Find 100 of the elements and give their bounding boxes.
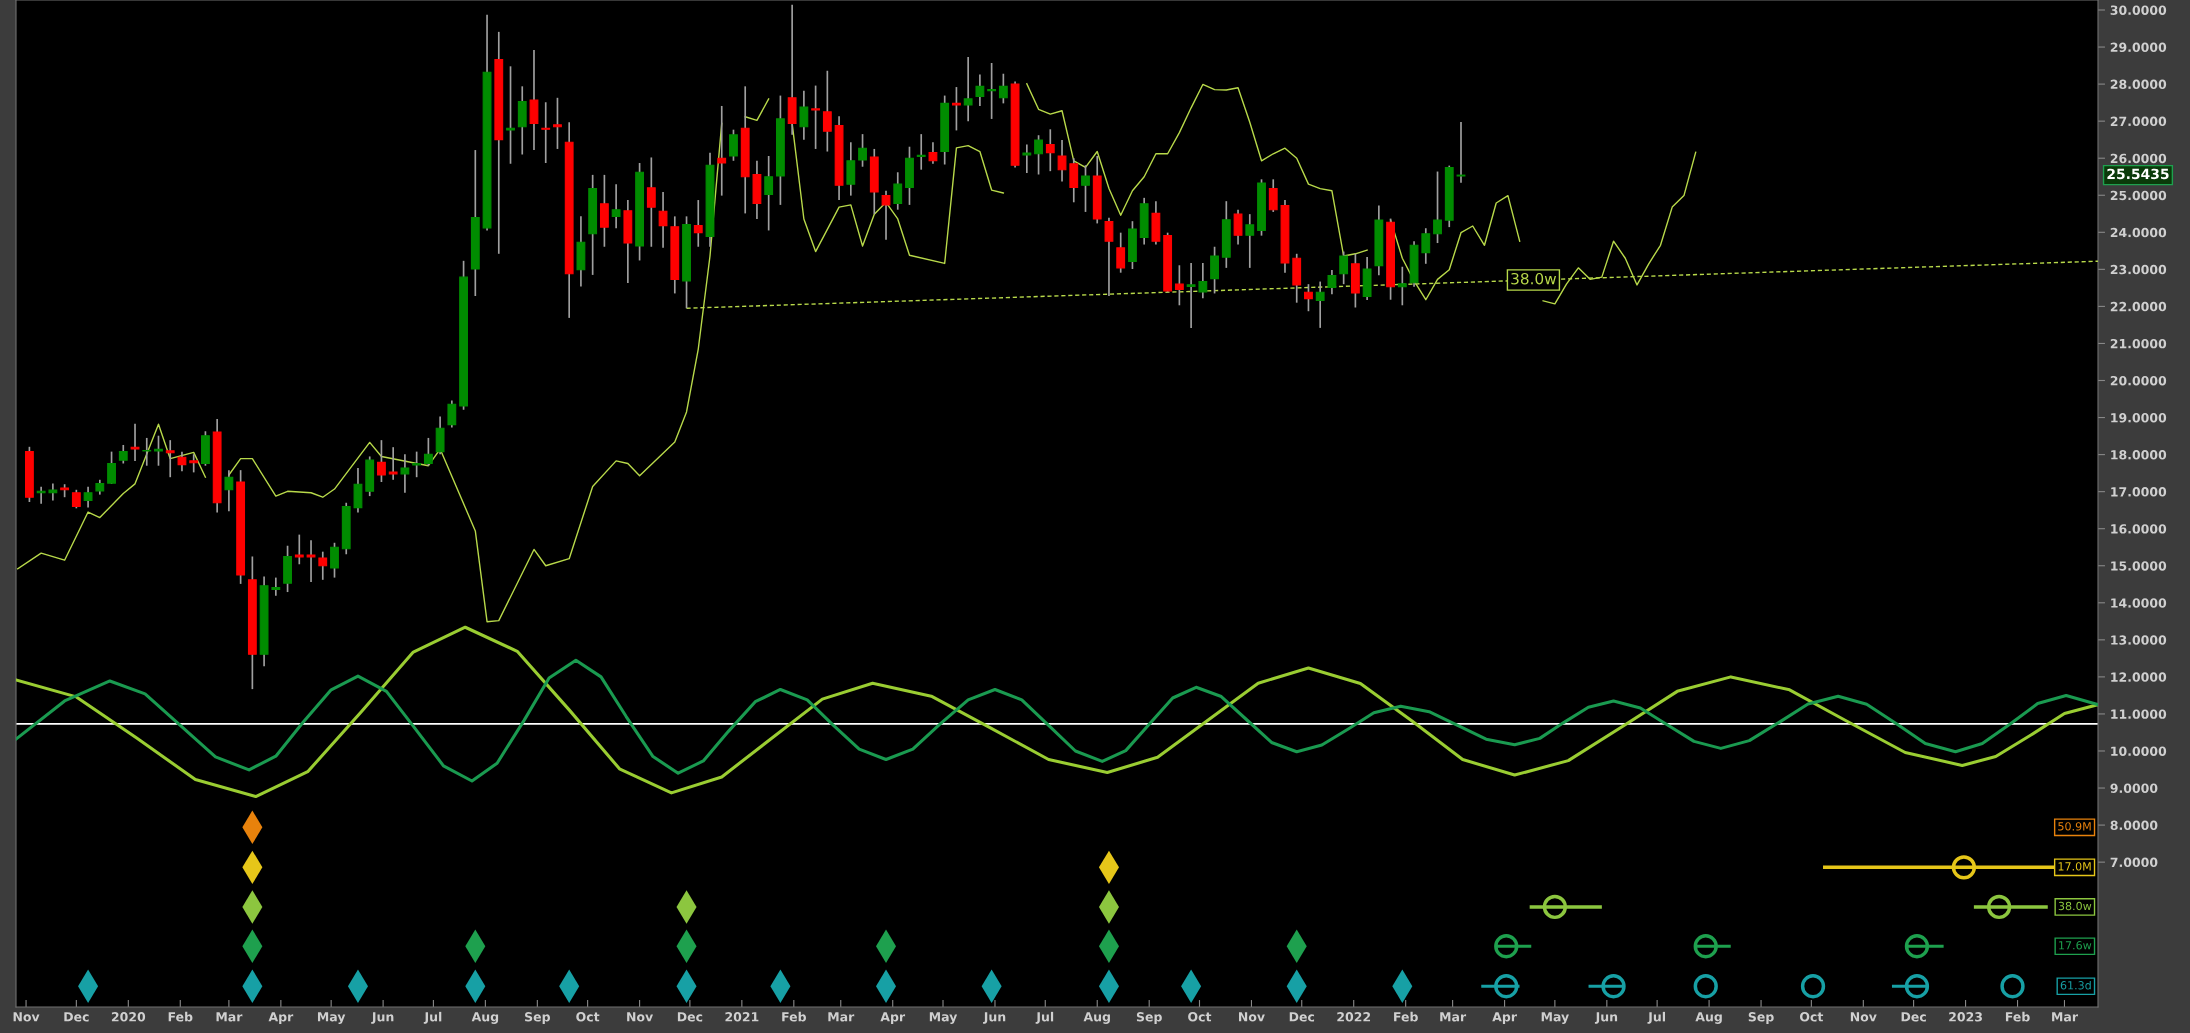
- y-tick-label: 30.0000: [2110, 5, 2167, 15]
- candlestick: [1198, 262, 1208, 300]
- candlestick: [1315, 280, 1325, 329]
- candlestick: [987, 62, 997, 120]
- y-tick-label: 9.0000: [2110, 783, 2158, 793]
- y-tick-label: 7.0000: [2110, 857, 2158, 868]
- candlestick: [541, 101, 551, 164]
- candlestick: [447, 399, 457, 429]
- x-tick-label: Jun: [371, 1012, 394, 1024]
- candlestick: [1116, 231, 1126, 274]
- text: 61.3d: [2060, 980, 2091, 990]
- candlestick: [529, 49, 539, 151]
- x-tick-label: Sep: [1748, 1012, 1774, 1024]
- candlestick: [881, 189, 891, 241]
- candlestick: [142, 437, 152, 467]
- x-tick-label: Sep: [1136, 1012, 1162, 1024]
- candlestick: [400, 453, 410, 494]
- x-tick-label: 2021: [725, 1012, 759, 1022]
- candlestick: [118, 444, 128, 465]
- x-tick-label: Apr: [1492, 1012, 1517, 1024]
- candlestick: [388, 446, 398, 481]
- x-tick-label: Mar: [216, 1012, 243, 1022]
- y-tick-label: 28.0000: [2110, 79, 2167, 90]
- point: [1904, 934, 1930, 959]
- y-tick-label: 15.0000: [2111, 561, 2167, 571]
- y-tick-label: 17.0000: [2111, 487, 2167, 497]
- candlestick: [353, 467, 363, 514]
- candlestick: [1456, 121, 1466, 184]
- x-tick-label: Apr: [880, 1012, 906, 1024]
- x-tick-label: May: [317, 1012, 346, 1024]
- x-tick-label: Jun: [1594, 1012, 1618, 1024]
- candlestick: [811, 84, 821, 150]
- candlestick: [1327, 269, 1337, 296]
- candlestick: [294, 533, 304, 566]
- candlestick: [130, 423, 140, 462]
- candlestick: [1268, 178, 1278, 213]
- candlestick: [1069, 157, 1079, 204]
- candlestick: [177, 450, 187, 473]
- x-tick-label: Jul: [1035, 1011, 1054, 1024]
- candlestick: [1233, 208, 1243, 246]
- candlestick: [729, 128, 738, 162]
- candlestick: [1034, 134, 1043, 176]
- x-tick-label: Feb: [1394, 1011, 1418, 1022]
- y-tick-label: 24.0000: [2110, 227, 2167, 238]
- x-tick-label: May: [1541, 1012, 1569, 1024]
- x-tick-label: Nov: [1850, 1012, 1877, 1022]
- candlestick: [717, 105, 727, 197]
- candlestick: [599, 174, 609, 248]
- y-tick-label: 22.0000: [2110, 301, 2167, 312]
- line-series: [16, 658, 2098, 783]
- candlestick: [1245, 213, 1255, 269]
- point: [1986, 894, 2012, 920]
- candlestick: [435, 415, 445, 456]
- candlestick: [646, 156, 656, 248]
- text: 17.6w: [2059, 941, 2092, 950]
- y-tick-label: 13.0000: [2111, 635, 2167, 645]
- x-tick-label: Mar: [2052, 1012, 2078, 1022]
- candlestick: [1421, 227, 1431, 265]
- x-tick-label: Dec: [1901, 1012, 1926, 1022]
- point: [1693, 974, 1718, 999]
- candlestick: [975, 73, 985, 107]
- point: [1693, 934, 1718, 959]
- candlestick: [330, 541, 339, 579]
- candlestick: [611, 183, 621, 230]
- point: [1951, 855, 1977, 880]
- point: [1800, 974, 1826, 999]
- candlestick: [858, 133, 867, 168]
- y-tick-label: 21.0000: [2110, 338, 2167, 349]
- x-tick-label: 2022: [1337, 1012, 1371, 1022]
- candlestick: [928, 141, 938, 165]
- point: [1494, 934, 1519, 959]
- candlestick: [506, 65, 515, 165]
- candlestick: [154, 434, 163, 467]
- x-tick-label: Jul: [1647, 1011, 1665, 1024]
- y-tick-label: 27.0000: [2110, 116, 2167, 127]
- x-tick-label: Nov: [627, 1012, 654, 1022]
- x-tick-label: Feb: [168, 1011, 193, 1022]
- x-tick-label: 2020: [111, 1012, 146, 1022]
- point: [1904, 974, 1930, 999]
- candlestick: [271, 576, 281, 597]
- y-tick-label: 8.0000: [2110, 820, 2158, 831]
- x-tick-label: Nov: [1239, 1012, 1265, 1022]
- y-tick-label: 16.0000: [2111, 524, 2167, 534]
- candlestick: [693, 199, 703, 248]
- candlestick: [83, 485, 93, 509]
- x-tick-label: Dec: [64, 1012, 89, 1022]
- candlestick: [412, 450, 422, 479]
- y-tick-label: 11.0000: [2111, 709, 2167, 719]
- candlestick: [1057, 139, 1067, 183]
- x-tick-label: Mar: [828, 1012, 855, 1022]
- x-tick-label: Oct: [576, 1012, 600, 1022]
- x-tick-label: Jun: [983, 1012, 1006, 1024]
- candlestick: [165, 439, 175, 479]
- candlestick: [1339, 250, 1349, 286]
- x-tick-label: Feb: [2005, 1011, 2030, 1022]
- candlestick: [1174, 264, 1184, 307]
- x-tick-label: Mar: [1440, 1012, 1467, 1022]
- x-tick-label: 2023: [1949, 1012, 1982, 1022]
- x-tick-label: Sep: [525, 1012, 550, 1024]
- x-tick-label: May: [929, 1012, 958, 1024]
